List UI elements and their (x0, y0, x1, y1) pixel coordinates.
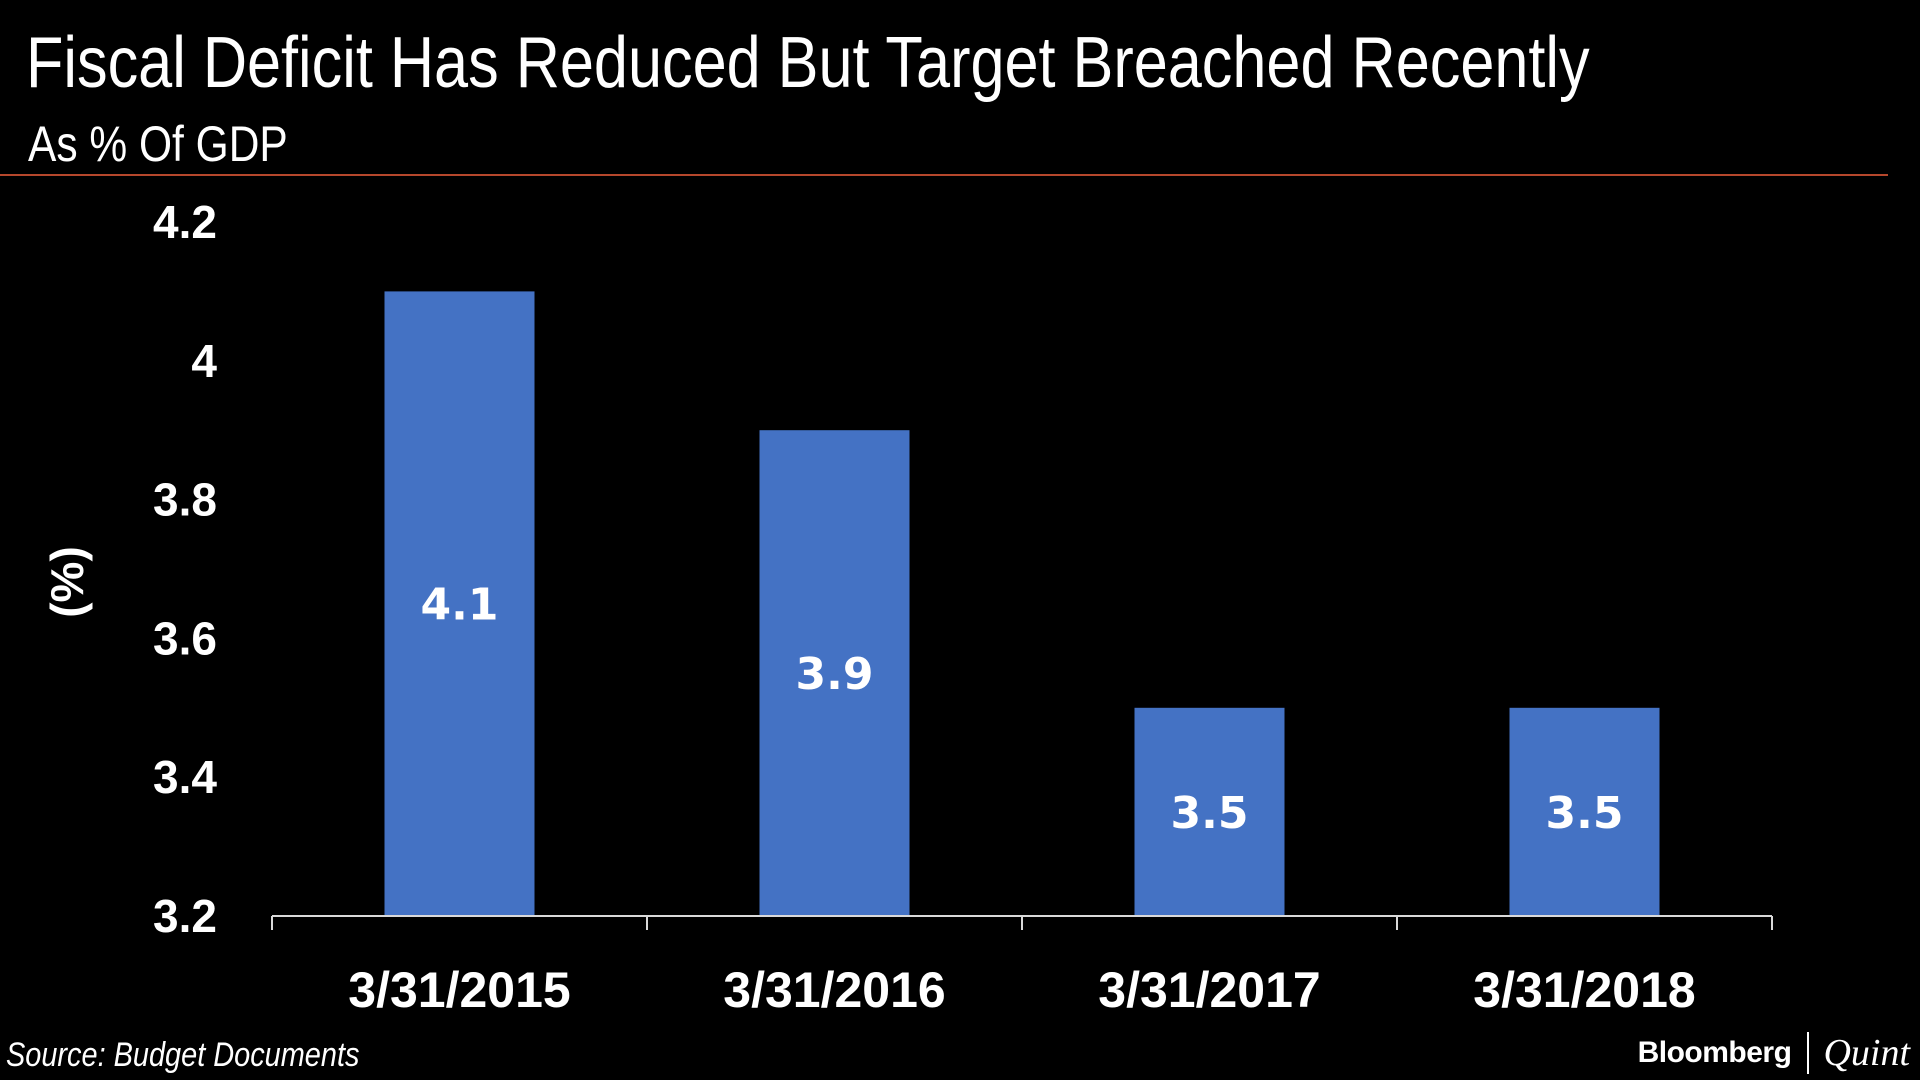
y-tick-label: 3.2 (153, 890, 217, 942)
y-tick-label: 4 (191, 335, 217, 387)
bar (1509, 707, 1660, 916)
brand-secondary: Quint (1823, 1032, 1910, 1074)
y-tick-label: 3.6 (153, 612, 217, 664)
brand-logo: Bloomberg Quint (1638, 1030, 1910, 1076)
bar-data-label: 3.9 (796, 649, 874, 700)
bar-data-label: 3.5 (1171, 788, 1249, 839)
chart-title: Fiscal Deficit Has Reduced But Target Br… (26, 23, 1590, 103)
x-tick-label: 3/31/2016 (723, 962, 945, 1018)
y-tick-label: 3.4 (153, 751, 217, 803)
x-tick-label: 3/31/2017 (1098, 962, 1320, 1018)
bar (1134, 707, 1285, 916)
bar-data-label: 4.1 (421, 580, 499, 631)
chart-subtitle: As % Of GDP (28, 116, 288, 172)
bar (759, 430, 910, 916)
source-note: Source: Budget Documents (6, 1036, 360, 1074)
x-tick-label: 3/31/2018 (1473, 962, 1695, 1018)
bar-data-labels: 4.1 3.9 3.5 3.5 (421, 580, 1624, 839)
bar-data-label: 3.5 (1546, 788, 1624, 839)
bars (384, 291, 1660, 916)
bar (384, 291, 535, 916)
y-axis-label: (%) (41, 546, 93, 618)
y-tick-label: 3.8 (153, 474, 217, 526)
x-tick-label: 3/31/2015 (348, 962, 570, 1018)
y-tick-label: 4.2 (153, 196, 217, 248)
brand-primary: Bloomberg (1637, 1036, 1792, 1069)
title-divider (0, 174, 1888, 176)
y-axis-ticks: 3.2 3.4 3.6 3.8 4 4.2 (153, 196, 217, 942)
brand-separator (1807, 1032, 1810, 1074)
x-axis-labels: 3/31/2015 3/31/2016 3/31/2017 3/31/2018 (348, 962, 1695, 1018)
x-axis-ticks (271, 916, 1773, 930)
